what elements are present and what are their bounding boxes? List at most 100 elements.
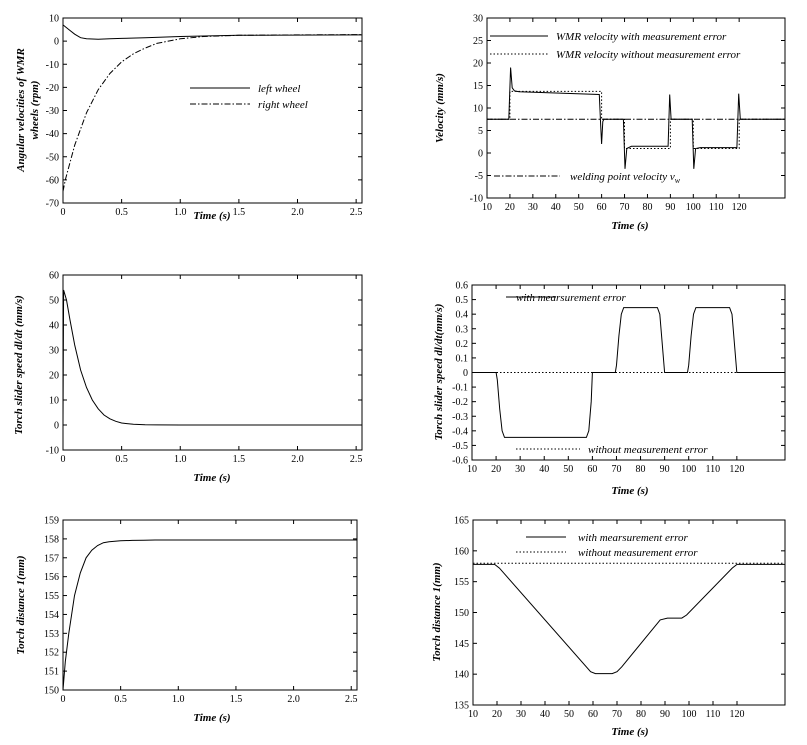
series-lines (62, 24, 363, 192)
y-tick-label: -50 (46, 152, 59, 163)
y-tick-label: 0 (478, 149, 483, 160)
y-tick-label: 0 (463, 368, 468, 379)
x-tick-label: 2.0 (291, 454, 304, 465)
y-axis-label: Torch distance 1(mm) (15, 555, 27, 654)
y-tick-label: 135 (454, 701, 469, 712)
y-ticks: 0.6 0.5 0.4 0.3 0.2 0.1 0 -0.1 -0.2 -0.3 -0.4 -0.5 -… (452, 281, 785, 467)
y-axis-label: Torch slider speed dl/dt (mm/s) (13, 295, 25, 435)
y-tick-label: 0.4 (456, 310, 469, 321)
x-tick-label: 110 (705, 464, 720, 475)
chart-slider-speed-long: 0.6 0.5 0.4 0.3 0.2 0.1 0 -0.1 -0.2 -0.3 -0.4 -0.5 -… (433, 281, 786, 497)
y-tick-label: 0 (54, 37, 59, 48)
x-axis-label: Time (s) (193, 712, 230, 724)
legend-without-error: WMR velocity without measurement error (556, 49, 741, 61)
x-tick-label: 2.0 (291, 207, 304, 218)
legend-with-error: WMR velocity with measurement error (556, 31, 727, 43)
y-tick-label: 155 (44, 591, 59, 602)
x-tick-label: 10 (468, 709, 478, 720)
legend-without-error: without measurement error (588, 444, 708, 456)
series-lines (62, 289, 362, 426)
x-tick-label: 120 (732, 202, 747, 213)
y-tick-label: 152 (44, 648, 59, 659)
x-tick-label: 100 (681, 464, 696, 475)
y-tick-label: 0.3 (456, 324, 469, 335)
x-ticks: 0 0.5 1.0 1.5 2.0 2.5 (61, 275, 362, 465)
x-tick-label: 1.0 (174, 207, 187, 218)
x-tick-label: 0.5 (115, 454, 128, 465)
y-tick-label: -0.6 (452, 456, 468, 467)
x-tick-label: 1.0 (174, 454, 187, 465)
y-ticks: 10 0 -10 -20 -30 -40 -50 -60 -70 (46, 14, 362, 210)
y-tick-label: 5 (478, 126, 483, 137)
y-tick-label: -0.1 (452, 383, 468, 394)
x-tick-label: 60 (587, 464, 597, 475)
x-tick-label: 10 (467, 464, 477, 475)
y-tick-label: 50 (49, 296, 59, 307)
y-tick-label: -20 (46, 83, 59, 94)
series-lines (473, 562, 785, 675)
x-ticks: 0 0.5 1.0 1.5 2.0 2.5 (61, 18, 362, 218)
x-tick-label: 70 (612, 709, 622, 720)
series-line-1 (473, 563, 785, 675)
y-tick-label: 0.1 (456, 353, 469, 364)
x-ticks: 0 0.5 1.0 1.5 2.0 2.5 (61, 520, 357, 705)
legend-with-error: with mearsurement error (516, 292, 627, 304)
y-ticks: 165 160 155 150 145 140 135 (454, 516, 785, 712)
y-tick-label: 60 (49, 271, 59, 282)
plot-frame (62, 17, 363, 204)
x-tick-label: 90 (660, 464, 670, 475)
y-axis-label: Velocity (mm/s) (434, 73, 446, 143)
x-tick-label: 120 (729, 464, 744, 475)
y-tick-label: 25 (473, 36, 483, 47)
series-line-1 (62, 24, 363, 40)
x-tick-label: 80 (636, 464, 646, 475)
y-tick-label: 150 (454, 608, 469, 619)
x-axis-label: Time (s) (193, 210, 230, 222)
x-tick-label: 50 (563, 464, 573, 475)
y-tick-label: 159 (44, 516, 59, 527)
x-axis-label: Time (s) (611, 726, 648, 738)
x-tick-label: 60 (588, 709, 598, 720)
x-tick-label: 1.0 (172, 694, 185, 705)
x-tick-label: 90 (660, 709, 670, 720)
y-tick-label: -70 (46, 199, 59, 210)
x-tick-label: 70 (611, 464, 621, 475)
legend-welding-point-sub: w (675, 176, 681, 185)
x-tick-label: 2.0 (287, 694, 300, 705)
y-tick-label: -10 (470, 194, 483, 205)
y-tick-label: -30 (46, 106, 59, 117)
legend-without-error: without measurement error (578, 547, 698, 559)
x-tick-label: 60 (597, 202, 607, 213)
x-tick-label: 30 (516, 709, 526, 720)
x-tick-label: 110 (709, 202, 724, 213)
y-ticks: 60 50 40 30 20 10 0 -10 (46, 271, 362, 457)
series-line-1 (62, 289, 362, 426)
series-line-2 (62, 34, 363, 192)
plot-frame (62, 519, 358, 691)
y-tick-label: 153 (44, 629, 59, 640)
y-tick-label: 0.5 (456, 295, 469, 306)
x-axis-label: Time (s) (611, 220, 648, 232)
x-tick-label: 0 (61, 207, 66, 218)
series-line-2 (487, 90, 785, 149)
y-tick-label: 145 (454, 639, 469, 650)
y-axis-label: Torch slider speed dl/dt(mm/s) (433, 304, 445, 441)
x-tick-label: 0.5 (114, 694, 127, 705)
y-tick-label: 151 (44, 667, 59, 678)
series-lines (472, 307, 785, 438)
y-ticks: 159 158 157 156 155 154 153 152 151 150 (44, 516, 357, 697)
series-lines (487, 67, 785, 169)
y-tick-label: -60 (46, 175, 59, 186)
y-tick-label: -40 (46, 129, 59, 140)
legend-with-error: with mearsurement error (578, 532, 689, 544)
x-ticks: 102030405060708090100110120130140 (467, 285, 744, 475)
chart-angular-velocities: 10 0 -10 -20 -30 -40 -50 -60 -70 0 0.5 1.0 1.5 2.0 2.… (15, 14, 363, 222)
y-tick-label: 140 (454, 670, 469, 681)
x-tick-label: 100 (686, 202, 701, 213)
y-axis-label: Torch distance 1(mm) (431, 562, 443, 661)
x-tick-label: 10 (482, 202, 492, 213)
y-axis-label: Angular velocities of WMR (15, 48, 27, 173)
